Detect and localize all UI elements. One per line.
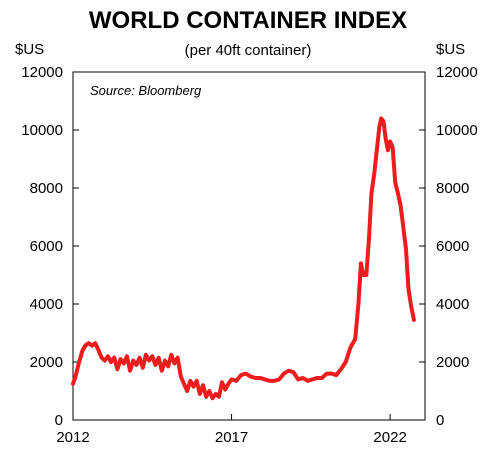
y-tick-label-right: 12000 (436, 64, 478, 81)
y-axis-unit-right: $US (436, 41, 465, 58)
y-tick-label-left: 8000 (30, 180, 63, 197)
y-tick-label-right: 4000 (436, 296, 469, 313)
x-tick-label: 2017 (215, 429, 248, 446)
y-axis-unit-left: $US (15, 41, 44, 58)
y-tick-label-left: 4000 (30, 296, 63, 313)
y-tick-label-right: 8000 (436, 180, 469, 197)
chart-subtitle: (per 40ft container) (185, 42, 312, 59)
plot-frame-group (72, 71, 426, 421)
y-tick-label-right: 2000 (436, 354, 469, 371)
y-tick-label-left: 0 (55, 412, 63, 429)
chart-title: WORLD CONTAINER INDEX (89, 7, 407, 34)
y-tick-label-right: 6000 (436, 238, 469, 255)
ticks-group: 0 0 2000 2000 4000 4000 6000 6000 8000 8000 10000 1… (21, 64, 477, 446)
series-line-1 (71, 116, 416, 401)
source-annotation: Source: Bloomberg (90, 83, 202, 98)
x-tick-label: 2022 (373, 429, 406, 446)
y-tick-label-right: 0 (436, 412, 444, 429)
y-tick-label-left: 6000 (30, 238, 63, 255)
x-tick-label: 2012 (56, 429, 89, 446)
y-tick-label-left: 2000 (30, 354, 63, 371)
y-tick-label-right: 10000 (436, 122, 478, 139)
series-group (71, 116, 416, 401)
y-tick-label-left: 10000 (21, 122, 63, 139)
plot-area-frame (72, 71, 426, 421)
y-tick-label-left: 12000 (21, 64, 63, 81)
